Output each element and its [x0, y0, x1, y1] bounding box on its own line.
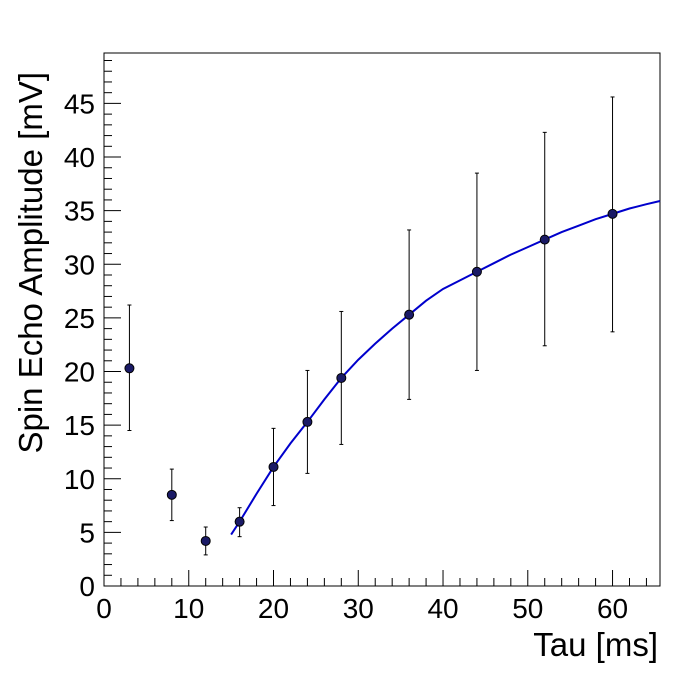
- data-point: [336, 372, 347, 383]
- fit-curve-layer: [230, 200, 661, 536]
- y-tick-label: 35: [64, 196, 95, 227]
- data-point: [124, 363, 135, 374]
- y-tick-label: 15: [64, 410, 95, 441]
- x-tick-label: 20: [258, 593, 289, 624]
- x-tick-label: 0: [96, 593, 112, 624]
- data-point: [166, 489, 177, 500]
- y-tick-label: 40: [64, 142, 95, 173]
- y-tick-label: 0: [79, 571, 95, 602]
- data-point: [234, 516, 245, 527]
- tick-labels: 0 10 20 30 40 50 60 0 5 10 15 20 25 30 35 40 45: [64, 88, 628, 624]
- data-points-layer: [124, 96, 618, 556]
- data-point: [539, 234, 550, 245]
- x-tick-label: 10: [173, 593, 204, 624]
- y-tick-label: 10: [64, 464, 95, 495]
- data-point: [302, 416, 313, 427]
- x-tick-label: 60: [597, 593, 628, 624]
- y-tick-label: 20: [64, 357, 95, 388]
- data-point: [607, 208, 618, 219]
- axis-ticks: [103, 60, 647, 587]
- y-tick-label: 5: [79, 517, 95, 548]
- y-tick-label: 30: [64, 249, 95, 280]
- data-point: [404, 309, 415, 320]
- plot-frame: [103, 52, 661, 587]
- y-tick-label: 45: [64, 88, 95, 119]
- y-axis-title: Spin Echo Amplitude [mV]: [12, 72, 49, 454]
- data-point: [268, 461, 279, 472]
- x-tick-label: 50: [512, 593, 543, 624]
- x-tick-label: 40: [427, 593, 458, 624]
- y-tick-label: 25: [64, 303, 95, 334]
- data-point: [471, 266, 482, 277]
- x-tick-label: 30: [343, 593, 374, 624]
- x-axis-title: Tau [ms]: [533, 626, 658, 663]
- fit-curve: [230, 200, 661, 536]
- data-point: [200, 535, 211, 546]
